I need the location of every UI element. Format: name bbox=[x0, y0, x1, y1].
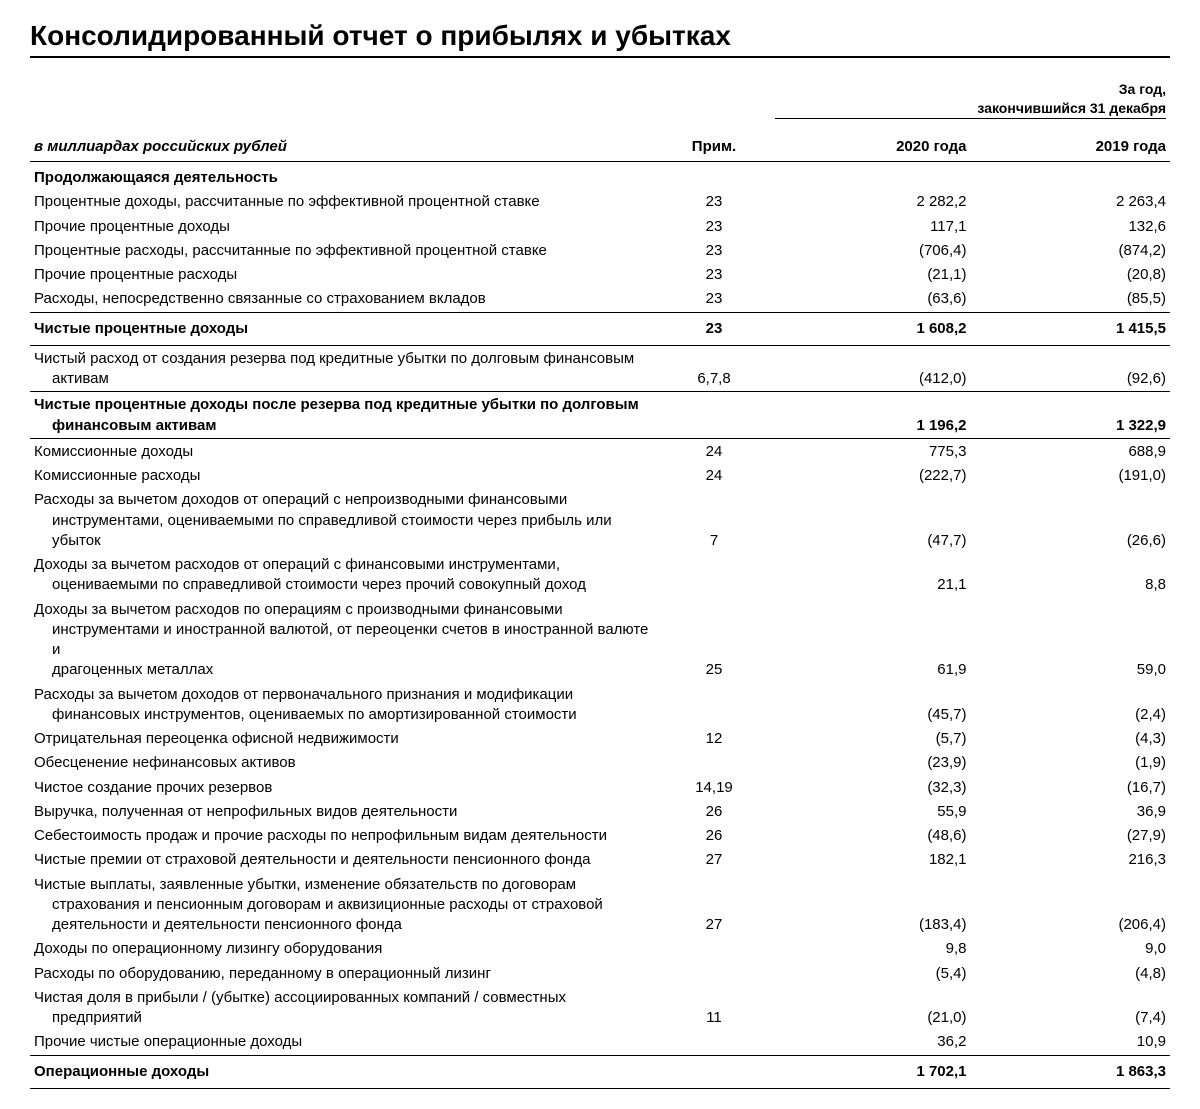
table-row: Доходы за вычетом расходов по операциям … bbox=[30, 598, 1170, 620]
table-row: инструментами, оцениваемыми по справедли… bbox=[30, 511, 1170, 531]
table-row: деятельности и деятельности пенсионного … bbox=[30, 915, 1170, 937]
column-headers-row: в миллиардах российских рублей Прим. 202… bbox=[30, 123, 1170, 162]
table-row: Комиссионные доходы 24 775,3 688,9 bbox=[30, 438, 1170, 464]
table-row: убыток 7 (47,7) (26,6) bbox=[30, 531, 1170, 553]
table-row: Себестоимость продаж и прочие расходы по… bbox=[30, 824, 1170, 848]
table-row: страхования и пенсионным договорам и акв… bbox=[30, 895, 1170, 915]
table-row: Чистые премии от страховой деятельности … bbox=[30, 848, 1170, 872]
table-row: оцениваемыми по справедливой стоимости ч… bbox=[30, 575, 1170, 597]
table-row: Расходы, непосредственно связанные со ст… bbox=[30, 287, 1170, 312]
table-row: Прочие чистые операционные доходы 36,2 1… bbox=[30, 1030, 1170, 1055]
subtotal-after-provision: Чистые процентные доходы после резерва п… bbox=[30, 392, 1170, 416]
subtotal-operating-income: Операционные доходы 1 702,1 1 863,3 bbox=[30, 1055, 1170, 1088]
subtotal-net-interest: Чистые процентные доходы 23 1 608,2 1 41… bbox=[30, 312, 1170, 345]
table-row: Выручка, полученная от непрофильных видо… bbox=[30, 800, 1170, 824]
title-rule bbox=[30, 56, 1170, 58]
table-row: Прочие процентные расходы 23 (21,1) (20,… bbox=[30, 263, 1170, 287]
table-row: драгоценных металлах 25 61,9 59,0 bbox=[30, 660, 1170, 682]
period-line2: закончившийся 31 декабря bbox=[775, 99, 1166, 119]
col-year1-header: 2020 года bbox=[771, 123, 971, 162]
table-row: Чистая доля в прибыли / (убытке) ассоции… bbox=[30, 986, 1170, 1008]
table-row: Доходы по операционному лизингу оборудов… bbox=[30, 937, 1170, 961]
section-continuing: Продолжающаяся деятельность bbox=[30, 162, 1170, 191]
period-header-row: За год, закончившийся 31 декабря bbox=[30, 78, 1170, 123]
table-row: активам 6,7,8 (412,0) (92,6) bbox=[30, 369, 1170, 392]
table-row: Расходы за вычетом доходов от первоначал… bbox=[30, 683, 1170, 705]
table-row: Расходы по оборудованию, переданному в о… bbox=[30, 962, 1170, 986]
subtotal-after-provision: финансовым активам 1 196,2 1 322,9 bbox=[30, 416, 1170, 439]
col-note-header: Прим. bbox=[657, 123, 771, 162]
unit-label: в миллиардах российских рублей bbox=[34, 138, 287, 155]
table-row: Чистые выплаты, заявленные убытки, измен… bbox=[30, 873, 1170, 895]
table-row: Расходы за вычетом доходов от операций с… bbox=[30, 488, 1170, 510]
table-row: Отрицательная переоценка офисной недвижи… bbox=[30, 727, 1170, 751]
table-row: Комиссионные расходы 24 (222,7) (191,0) bbox=[30, 464, 1170, 488]
income-statement-table: За год, закончившийся 31 декабря в милли… bbox=[30, 78, 1170, 1089]
table-row: предприятий 11 (21,0) (7,4) bbox=[30, 1008, 1170, 1030]
period-line1: За год, bbox=[775, 80, 1166, 99]
table-row: инструментами и иностранной валютой, от … bbox=[30, 620, 1170, 661]
table-row: Процентные расходы, рассчитанные по эффе… bbox=[30, 239, 1170, 263]
table-row: Доходы за вычетом расходов от операций с… bbox=[30, 553, 1170, 575]
table-row: Прочие процентные доходы 23 117,1 132,6 bbox=[30, 215, 1170, 239]
table-row: Процентные доходы, рассчитанные по эффек… bbox=[30, 190, 1170, 214]
page-title: Консолидированный отчет о прибылях и убы… bbox=[30, 20, 1170, 52]
table-row: финансовых инструментов, оцениваемых по … bbox=[30, 705, 1170, 727]
table-row: Обесценение нефинансовых активов (23,9) … bbox=[30, 751, 1170, 775]
table-row: Чистый расход от создания резерва под кр… bbox=[30, 345, 1170, 369]
col-year2-header: 2019 года bbox=[971, 123, 1171, 162]
table-row: Чистое создание прочих резервов 14,19 (3… bbox=[30, 776, 1170, 800]
